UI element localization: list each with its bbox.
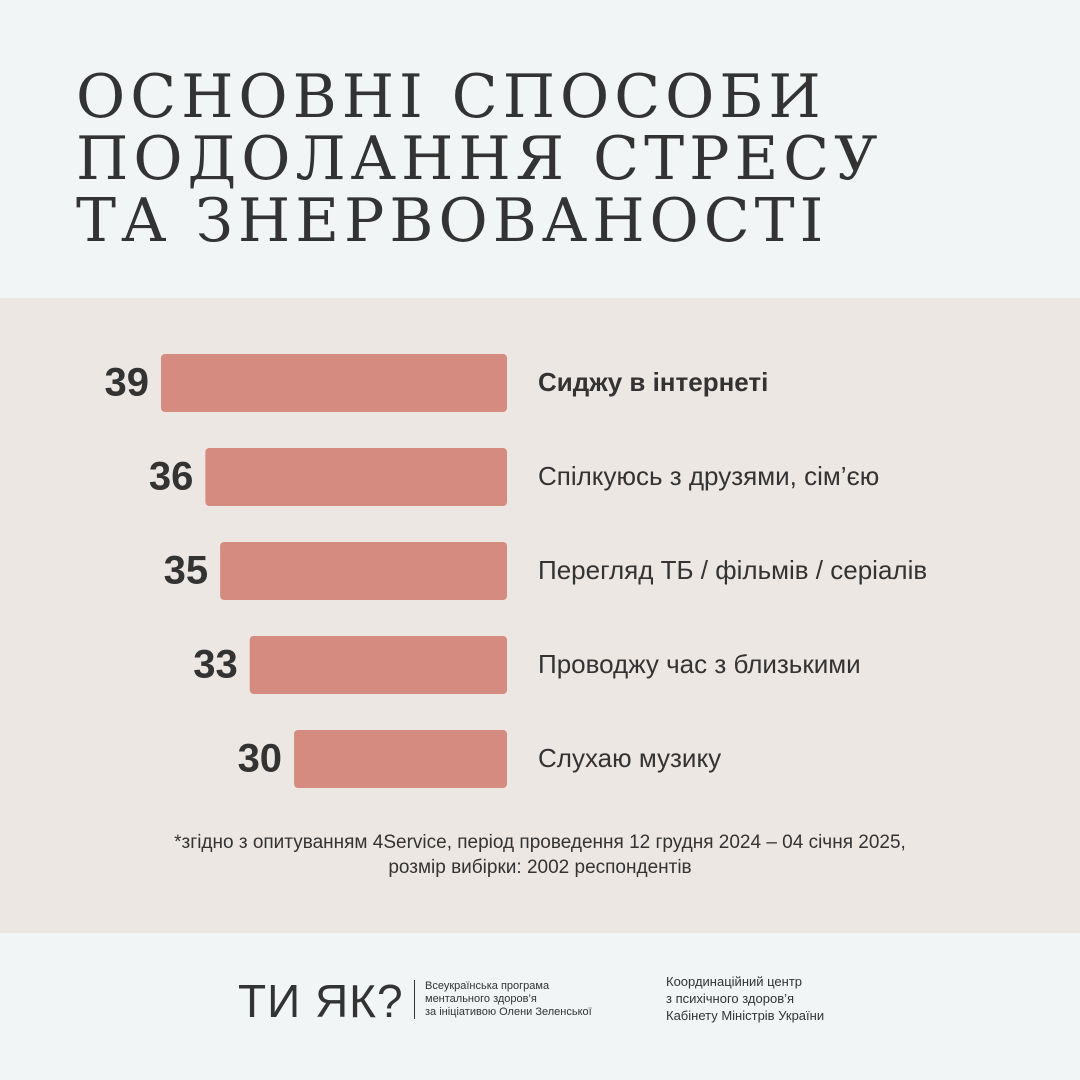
category-label: Сиджу в інтернеті (538, 367, 768, 397)
bar (205, 448, 507, 506)
value-label: 35 (164, 549, 209, 593)
bar (161, 354, 507, 412)
logo: ТИ ЯК? (238, 975, 404, 1027)
center-text: Координаційний центр з психічного здоров… (666, 974, 825, 1023)
bar (294, 730, 507, 788)
category-label: Спілкуюсь з друзями, сім’єю (538, 461, 879, 491)
footnote: *згідно з опитуванням 4Service, період п… (174, 832, 906, 878)
value-label: 36 (149, 455, 194, 499)
value-label: 39 (105, 361, 150, 405)
category-label: Проводжу час з близькими (538, 649, 861, 679)
category-label: Перегляд ТБ / фільмів / серіалів (538, 555, 927, 585)
chart: 39 Сиджу в інтернеті 36 Спілкуюсь з друзями… (105, 354, 927, 788)
value-label: 33 (193, 643, 238, 687)
category-label: Слухаю музику (538, 743, 721, 773)
program-text: Всеукраїнська програма ментального здоро… (414, 980, 592, 1019)
value-label: 30 (238, 737, 283, 781)
chart-title: ОСНОВНІ СПОСОБИ ПОДОЛАННЯ СТРЕСУ ТА ЗНЕР… (76, 62, 883, 256)
bar (220, 542, 507, 600)
bar (249, 636, 507, 694)
header: ОСНОВНІ СПОСОБИ ПОДОЛАННЯ СТРЕСУ ТА ЗНЕР… (0, 0, 1080, 298)
